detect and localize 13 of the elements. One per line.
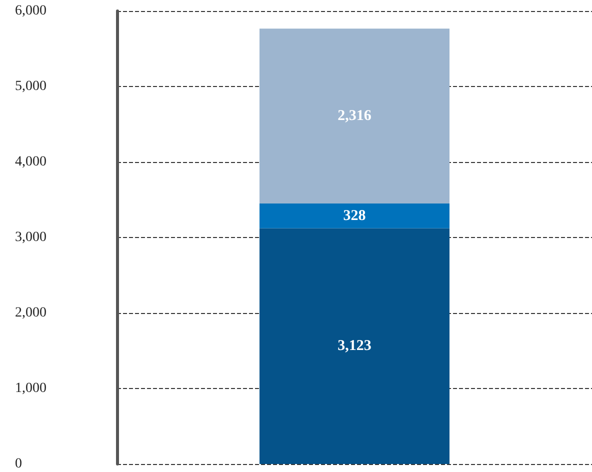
y-tick-label: 5,000 [15,79,46,94]
data-label: 3,123 [338,338,372,354]
y-tick-label: 1,000 [15,381,46,396]
bar [260,228,450,464]
data-label: 2,316 [338,108,372,124]
y-tick-label: 3,000 [15,230,46,245]
data-label: 328 [343,208,366,224]
bar [260,203,450,228]
y-tick-label: 4,000 [15,154,46,170]
bar [260,28,450,204]
y-tick-label: 6,000 [15,4,46,18]
y-tick-label: 2,000 [15,306,46,320]
y-tick-label: 0 [15,456,22,472]
